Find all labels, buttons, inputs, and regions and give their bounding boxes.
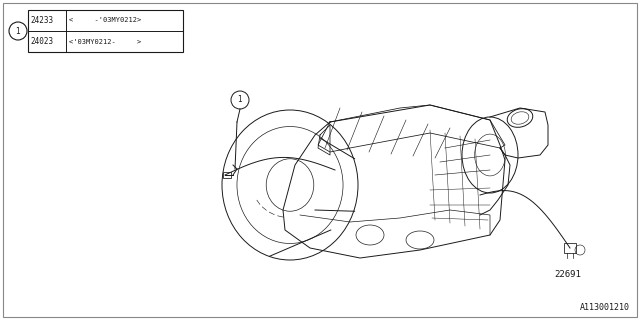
Text: 24233: 24233: [30, 16, 53, 25]
Text: 1: 1: [15, 27, 20, 36]
Text: 1: 1: [237, 95, 243, 105]
Text: 22691: 22691: [555, 270, 581, 279]
Text: A113001210: A113001210: [580, 303, 630, 312]
Text: 24023: 24023: [30, 37, 53, 46]
Text: <'03MY0212-     >: <'03MY0212- >: [69, 38, 141, 44]
Text: <     -'03MY0212>: < -'03MY0212>: [69, 18, 141, 23]
